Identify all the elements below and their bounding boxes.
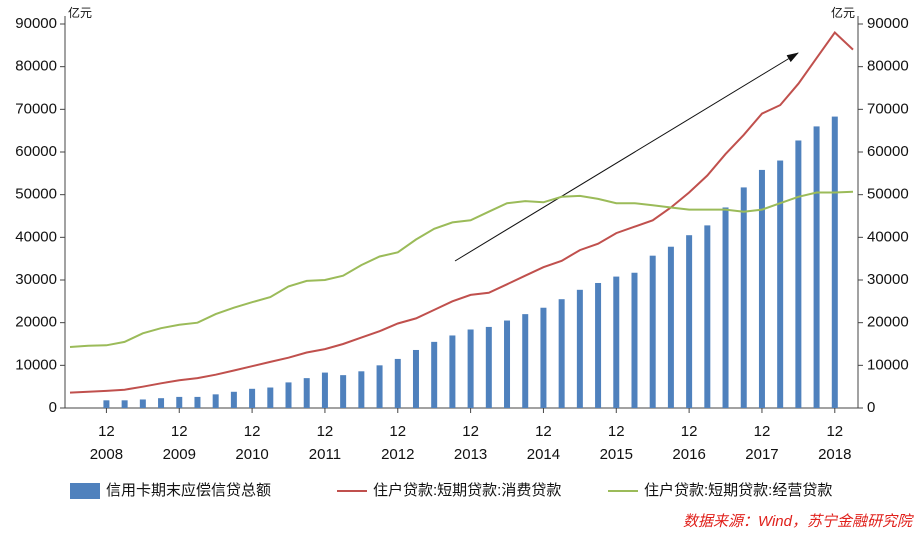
x-tick-label: 12 <box>608 423 625 440</box>
x-tick-label: 12 <box>535 423 552 440</box>
y2-tick-label: 90000 <box>867 15 909 32</box>
y2-tick-label: 50000 <box>867 186 909 203</box>
bar <box>813 126 820 409</box>
y-tick-label: 60000 <box>15 143 57 160</box>
y-tick-label: 50000 <box>15 186 57 203</box>
x-year-label: 2015 <box>600 446 633 463</box>
bar <box>176 396 183 408</box>
bar <box>249 388 256 408</box>
y-tick-label: 10000 <box>15 356 57 373</box>
x-year-label: 2012 <box>381 446 414 463</box>
bar <box>649 255 656 408</box>
y2-tick-label: 40000 <box>867 228 909 245</box>
bar <box>412 349 419 408</box>
x-tick-label: 12 <box>826 423 843 440</box>
bar <box>777 160 784 408</box>
bar <box>631 272 638 408</box>
y2-tick-label: 70000 <box>867 100 909 117</box>
x-tick-label: 12 <box>754 423 771 440</box>
y-tick-label: 70000 <box>15 100 57 117</box>
bar <box>740 187 747 408</box>
bar <box>194 396 201 408</box>
bar <box>540 307 547 408</box>
bar <box>158 398 165 408</box>
y2-tick-label: 30000 <box>867 271 909 288</box>
y-unit: 亿元 <box>68 5 92 20</box>
x-tick-label: 12 <box>98 423 115 440</box>
trend-arrow <box>454 52 799 262</box>
bar <box>103 400 110 408</box>
bar <box>340 375 347 408</box>
bar <box>485 326 492 408</box>
x-tick-label: 12 <box>462 423 479 440</box>
x-year-label: 2009 <box>163 446 196 463</box>
y2-tick-label: 20000 <box>867 314 909 331</box>
bar <box>212 394 219 408</box>
bar <box>522 314 529 408</box>
x-tick-label: 12 <box>681 423 698 440</box>
bar <box>686 235 693 408</box>
x-year-label: 2016 <box>672 446 705 463</box>
bar <box>321 372 328 408</box>
bar <box>139 399 146 408</box>
y2-unit: 亿元 <box>831 5 855 20</box>
x-year-label: 2008 <box>90 446 123 463</box>
x-year-label: 2010 <box>235 446 268 463</box>
bar <box>576 289 583 408</box>
legend-swatch <box>70 483 100 499</box>
x-year-label: 2011 <box>309 446 341 463</box>
legend-label: 住户贷款:短期贷款:消费贷款 <box>373 482 561 499</box>
y-tick-label: 80000 <box>15 58 57 75</box>
legend-label: 住户贷款:短期贷款:经营贷款 <box>644 482 832 499</box>
y-tick-label: 40000 <box>15 228 57 245</box>
x-tick-label: 12 <box>317 423 334 440</box>
x-tick-label: 12 <box>389 423 406 440</box>
y-tick-label: 20000 <box>15 314 57 331</box>
bar <box>831 116 838 408</box>
bar <box>558 299 565 408</box>
x-year-label: 2013 <box>454 446 487 463</box>
bar <box>358 371 365 408</box>
source-note: 数据来源：Wind，苏宁金融研究院 <box>683 513 914 530</box>
bar <box>431 341 438 408</box>
bar <box>267 387 274 408</box>
bar <box>758 169 765 408</box>
bar <box>595 282 602 408</box>
bar <box>285 382 292 408</box>
line <box>69 30 854 394</box>
y2-tick-label: 60000 <box>867 143 909 160</box>
x-tick-label: 12 <box>244 423 261 440</box>
y2-tick-label: 10000 <box>867 356 909 373</box>
bar <box>667 246 674 408</box>
y-tick-label: 30000 <box>15 271 57 288</box>
line <box>69 190 854 348</box>
bar <box>795 140 802 409</box>
bar <box>230 391 237 408</box>
bar <box>376 365 383 408</box>
x-year-label: 2014 <box>527 446 560 463</box>
bar <box>467 329 474 408</box>
bar <box>303 378 310 408</box>
x-tick-label: 12 <box>171 423 188 440</box>
bar <box>613 276 620 408</box>
bar <box>704 225 711 408</box>
bar <box>449 335 456 408</box>
bar <box>394 358 401 408</box>
x-year-label: 2017 <box>745 446 778 463</box>
legend-label: 信用卡期末应偿信贷总额 <box>106 481 271 499</box>
x-year-label: 2018 <box>818 446 851 463</box>
bar <box>722 207 729 408</box>
bar <box>121 400 128 408</box>
y-tick-label: 0 <box>49 399 57 416</box>
bar <box>504 320 511 408</box>
y2-tick-label: 0 <box>867 399 875 416</box>
y-tick-label: 90000 <box>15 15 57 32</box>
y2-tick-label: 80000 <box>867 58 909 75</box>
